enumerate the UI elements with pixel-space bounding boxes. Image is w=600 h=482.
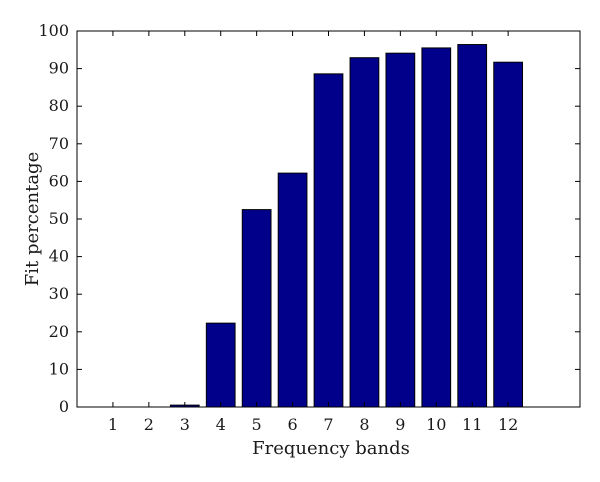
x-tick-label-8: 8 <box>359 415 369 434</box>
bar-10 <box>421 47 452 408</box>
bar-5 <box>241 209 272 408</box>
y-tick-label-30: 30 <box>49 284 69 303</box>
x-tick-label-1: 1 <box>108 415 118 434</box>
bar-4 <box>205 322 236 408</box>
bar-7 <box>313 73 344 408</box>
x-tick-label-5: 5 <box>252 415 262 434</box>
x-axis: 1 2 3 4 5 6 7 8 9 10 11 12 <box>108 31 518 434</box>
y-tick-label-90: 90 <box>49 59 69 78</box>
y-tick-label-100: 100 <box>38 21 69 40</box>
y-axis: 0 10 20 30 40 50 60 70 80 90 100 <box>38 21 580 416</box>
x-tick-label-2: 2 <box>144 415 154 434</box>
y-tick-label-50: 50 <box>49 209 69 228</box>
y-tick-label-0: 0 <box>59 397 69 416</box>
y-tick-label-80: 80 <box>49 96 69 115</box>
y-tick-label-60: 60 <box>49 171 69 190</box>
y-tick-label-70: 70 <box>49 134 69 153</box>
y-tick-label-40: 40 <box>49 247 69 266</box>
bar-12 <box>493 61 524 408</box>
x-tick-label-9: 9 <box>395 415 405 434</box>
y-tick-label-20: 20 <box>49 322 69 341</box>
bar-6 <box>277 172 308 408</box>
x-tick-label-3: 3 <box>180 415 190 434</box>
bar-11 <box>457 44 488 408</box>
x-tick-label-6: 6 <box>287 415 297 434</box>
bar-9 <box>385 52 416 408</box>
x-tick-label-7: 7 <box>323 415 333 434</box>
bar-8 <box>349 57 380 408</box>
x-tick-label-11: 11 <box>462 415 482 434</box>
x-tick-label-4: 4 <box>216 415 226 434</box>
x-tick-label-12: 12 <box>498 415 518 434</box>
x-tick-label-10: 10 <box>426 415 446 434</box>
y-tick-label-10: 10 <box>49 359 69 378</box>
bars-group <box>169 44 524 408</box>
y-axis-label: Fit percentage <box>22 152 43 286</box>
x-axis-label: Frequency bands <box>252 438 410 459</box>
